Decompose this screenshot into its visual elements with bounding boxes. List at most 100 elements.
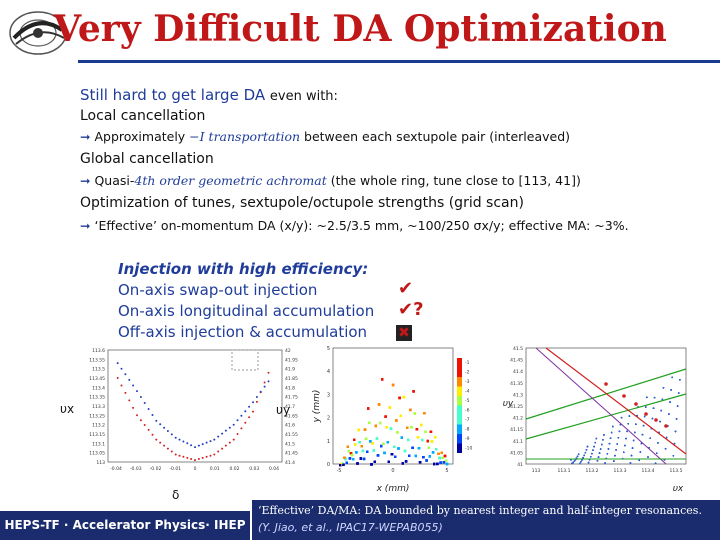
series-point (232, 423, 235, 426)
da-cell (412, 390, 415, 393)
series-point (252, 401, 254, 404)
series-point (132, 384, 135, 387)
scan-point (627, 423, 629, 425)
colorbar-tick: -9 (465, 436, 470, 442)
da-cell (438, 456, 441, 460)
scan-point (641, 433, 644, 436)
scan-point (664, 448, 667, 450)
da-cell (362, 457, 366, 461)
da-cell (343, 456, 346, 459)
da-chart: 5 4 3 2 1 0 -5 0 5 x (mm) y (mm) -1 -2 -3 -4 -5 -6 -7 -8 -9… (305, 344, 483, 494)
y-tick: 41.35 (510, 381, 523, 387)
y-axis-label: y (mm) (312, 390, 322, 424)
scan-point (610, 431, 613, 434)
x-axis-label: x (mm) (376, 484, 410, 494)
scan-point (615, 449, 617, 451)
arrow-italic: 4th order geometric achromat (134, 173, 327, 188)
series-point (248, 405, 251, 408)
page-title: Very Difficult DA Optimization (53, 8, 667, 50)
da-cell (371, 442, 374, 445)
series-point (209, 454, 212, 457)
da-cell (356, 462, 359, 465)
series-point (186, 456, 189, 459)
arrow-pre: Approximately (94, 129, 190, 144)
colorbar-tick: -7 (465, 417, 470, 423)
series-point (124, 373, 127, 376)
da-cell (443, 454, 447, 458)
series-point (228, 441, 231, 444)
y-right-tick: 41.95 (285, 357, 298, 363)
series-point (163, 426, 166, 429)
series-point (166, 447, 169, 450)
da-cell (367, 407, 370, 410)
series-point (263, 385, 266, 388)
da-cell (399, 414, 402, 417)
series-point (228, 426, 231, 429)
scan-point (638, 459, 640, 462)
y-right-tick: 41.4 (285, 460, 295, 466)
series-point (120, 367, 123, 370)
da-cell (394, 455, 397, 458)
series-point (194, 459, 196, 462)
y-right-tick: 41.5 (285, 441, 295, 447)
item-arrow-local: ➞ Approximately −I transportation betwee… (80, 129, 570, 144)
scan-point (608, 442, 611, 445)
x-tick: -0.03 (130, 466, 142, 472)
da-cell (402, 395, 406, 399)
da-cell (440, 451, 443, 454)
da-cell (439, 461, 442, 464)
series-point (217, 435, 220, 438)
series-point (182, 455, 185, 458)
scan-point (642, 424, 645, 427)
scan-point (606, 453, 609, 455)
series-point (136, 414, 138, 417)
y-tick: 41.1 (513, 439, 523, 445)
colorbar-tick: -4 (465, 389, 470, 395)
y-right-tick: 41.6 (285, 423, 295, 429)
series-point (267, 380, 270, 383)
arrow-italic: −I transportation (189, 129, 301, 144)
scan-point (593, 445, 595, 448)
colorbar-tick: -2 (465, 370, 470, 376)
series-point (190, 444, 193, 447)
series-point (244, 421, 247, 424)
y-left-tick: 113.45 (89, 376, 105, 382)
da-cell (379, 421, 382, 425)
y-right-tick: 41.75 (285, 395, 298, 401)
series-point (236, 433, 239, 435)
series-point (116, 377, 119, 379)
da-cell (370, 463, 373, 466)
scan-point (657, 442, 659, 444)
scan-point (639, 451, 642, 453)
y-tick: 5 (327, 346, 330, 352)
x-tick: 113.1 (558, 468, 571, 474)
tune-chart: 113.6 113.55 113.5 113.45 113.4 113.35 113.3 11… (60, 344, 305, 494)
da-cell (406, 426, 409, 429)
arrow-post: between each sextupole pair (interleaved… (300, 129, 571, 144)
da-cell (363, 428, 367, 431)
series-point (170, 450, 173, 453)
da-cell (430, 440, 434, 443)
da-cell (418, 461, 422, 464)
series-point (116, 362, 119, 365)
scan-point (678, 392, 680, 394)
series-point (139, 396, 142, 398)
check-question-icon: ✔? (398, 299, 424, 320)
x-tick: 0.01 (210, 466, 220, 472)
colorbar-segment (457, 377, 462, 387)
x-tick: -5 (337, 468, 342, 474)
da-cell (348, 457, 352, 460)
colorbar-segment (457, 386, 462, 396)
highlight-point (622, 394, 626, 398)
da-cell (404, 460, 408, 463)
series-point (178, 454, 181, 457)
series-point (217, 450, 220, 453)
series-point (147, 428, 150, 431)
series-point (213, 453, 216, 456)
series-point (224, 429, 227, 432)
da-cell (426, 439, 429, 443)
da-cell (411, 446, 414, 449)
da-cell (413, 412, 416, 415)
da-cell (390, 453, 394, 456)
arrow-icon: ➞ (80, 173, 91, 188)
